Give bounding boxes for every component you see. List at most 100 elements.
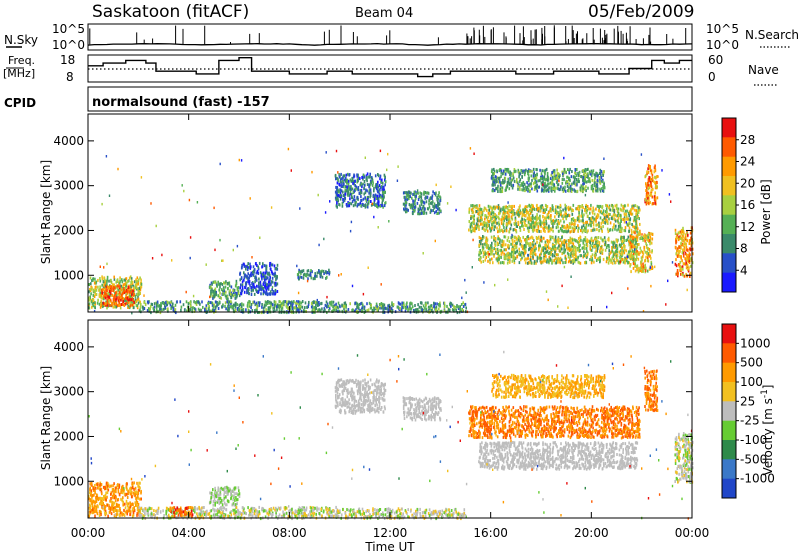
heatmap-cell [471, 211, 474, 215]
heatmap-cell [211, 282, 213, 286]
nsearch-tick-bottom: 10^0 [706, 38, 739, 52]
heatmap-cell [332, 300, 335, 304]
heatmap-cell [426, 207, 429, 211]
heatmap-cell [94, 288, 97, 291]
heatmap-cell [344, 188, 347, 192]
heatmap-cell [551, 219, 554, 223]
heatmap-cell [404, 204, 406, 208]
heatmap-cell [251, 285, 254, 288]
heatmap-cell [565, 179, 568, 183]
heatmap-cell [521, 174, 523, 178]
heatmap-cell [371, 184, 374, 187]
heatmap-cell [527, 177, 530, 181]
heatmap-cell [430, 209, 433, 213]
heatmap-cell [545, 216, 548, 220]
heatmap-cell [654, 164, 656, 168]
heatmap-cell [534, 221, 537, 225]
heatmap-cell [557, 211, 559, 215]
heatmap-cell [163, 307, 165, 311]
heatmap-cell [265, 286, 267, 290]
heatmap-cell [134, 295, 137, 298]
heatmap-cell [595, 223, 597, 227]
heatmap-cell [274, 283, 276, 287]
heatmap-cell [608, 245, 610, 249]
heatmap-cell [550, 209, 552, 213]
heatmap-cell [239, 286, 241, 290]
heatmap-cell [645, 244, 648, 247]
heatmap-cell [629, 222, 631, 226]
heatmap-cell [407, 208, 409, 212]
heatmap-cell [475, 206, 477, 210]
heatmap-cell [590, 217, 593, 221]
heatmap-cell [618, 261, 620, 265]
heatmap-cell [91, 279, 93, 283]
heatmap-cell [551, 180, 553, 184]
heatmap-cell [262, 282, 265, 286]
heatmap-cell [561, 240, 564, 244]
heatmap-cell [503, 208, 505, 212]
heatmap-cell [328, 270, 331, 274]
heatmap-cell [544, 244, 546, 247]
heatmap-cell [501, 261, 504, 264]
heatmap-cell [649, 184, 652, 188]
heatmap-cell [628, 261, 630, 265]
heatmap-cell [582, 241, 585, 245]
heatmap-cell [596, 172, 598, 176]
heatmap-cell [350, 188, 352, 192]
heatmap-cell [627, 203, 629, 207]
heatmap-cell [585, 246, 588, 250]
heatmap-cell [482, 251, 485, 255]
heatmap-cell [490, 235, 493, 239]
heatmap-cell [629, 247, 632, 251]
heatmap-cell [175, 311, 177, 315]
heatmap-cell [641, 255, 644, 259]
heatmap-cell [557, 241, 560, 244]
heatmap-cell [194, 301, 197, 305]
heatmap-cell [407, 190, 410, 194]
heatmap-cell [252, 288, 254, 292]
heatmap-cell [343, 178, 345, 182]
heatmap-cell [165, 301, 167, 304]
heatmap-cell [423, 200, 425, 204]
heatmap-cell [625, 256, 628, 260]
heatmap-cell [473, 229, 475, 233]
heatmap-cell [647, 170, 650, 174]
heatmap-cell [276, 282, 279, 286]
heatmap-cell [92, 288, 95, 292]
heatmap-cell [439, 209, 442, 213]
heatmap-cell [116, 279, 118, 283]
heatmap-cell [348, 201, 351, 205]
heatmap-cell [240, 277, 243, 280]
heatmap-cell [522, 180, 525, 184]
heatmap-cell [100, 294, 103, 297]
heatmap-cell [264, 281, 267, 285]
heatmap-cell [353, 180, 355, 184]
heatmap-cell [630, 235, 633, 239]
heatmap-cell [566, 230, 568, 234]
heatmap-cell [532, 228, 535, 232]
heatmap-cell [569, 230, 571, 234]
heatmap-cell [631, 254, 633, 258]
heatmap-cell [585, 260, 587, 264]
heatmap-cell [501, 243, 504, 247]
heatmap-cell [353, 195, 356, 199]
heatmap-cell [378, 184, 381, 187]
heatmap-cell [123, 304, 126, 307]
heatmap-cell [249, 262, 251, 266]
heatmap-cell [523, 238, 526, 242]
heatmap-cell [544, 208, 546, 212]
heatmap-cell [245, 281, 248, 285]
heatmap-cell [497, 230, 499, 234]
heatmap-cell [547, 188, 549, 192]
heatmap-cell [543, 236, 545, 240]
heatmap-cell [524, 185, 527, 189]
heatmap-cell [536, 237, 538, 241]
heatmap-cell [502, 261, 505, 265]
heatmap-cell [639, 208, 641, 212]
heatmap-cell [509, 173, 511, 177]
heatmap-cell [497, 237, 499, 241]
heatmap-cell [615, 249, 617, 253]
heatmap-cell [494, 213, 496, 216]
heatmap-cell [555, 257, 557, 261]
heatmap-cell [248, 300, 250, 303]
